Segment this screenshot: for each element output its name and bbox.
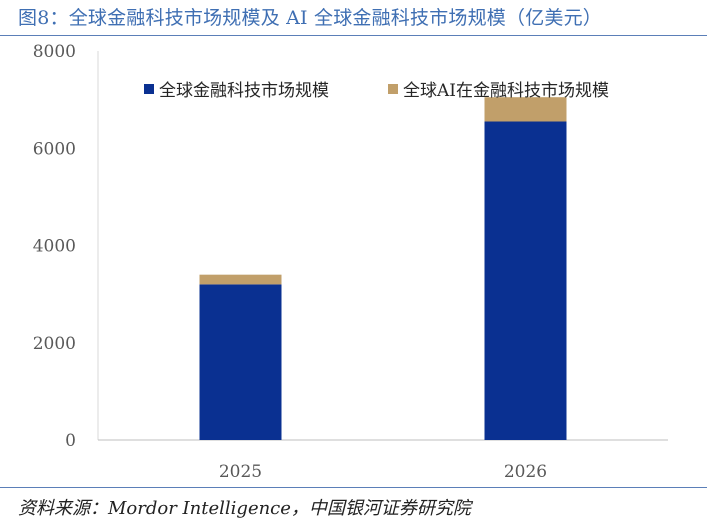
legend-swatch-ai [388, 84, 398, 94]
y-tick-labels: 0 2000 4000 6000 8000 [33, 42, 76, 451]
legend: 全球金融科技市场规模 全球AI在金融科技市场规模 [144, 81, 609, 101]
y-tick-label: 0 [65, 431, 76, 451]
legend-label: 全球AI在金融科技市场规模 [403, 81, 609, 101]
bar-fintech-2025 [199, 284, 282, 440]
legend-label: 全球金融科技市场规模 [159, 81, 329, 101]
bar-fintech-2026 [484, 121, 567, 440]
stacked-bar-chart: 0 2000 4000 6000 8000 2025 2026 全球金融科技市场规模 全球A… [33, 42, 668, 482]
y-tick-label: 2000 [33, 334, 76, 354]
x-tick-label: 2026 [504, 462, 547, 482]
y-tick-label: 8000 [33, 42, 76, 62]
chart-container: 0 2000 4000 6000 8000 2025 2026 全球金融科技市场规模 全球A… [0, 36, 707, 486]
bar-ai-2026 [484, 97, 567, 122]
x-tick-label: 2025 [219, 462, 262, 482]
source-note: 资料来源：Mordor Intelligence，中国银河证券研究院 [18, 498, 471, 519]
y-tick-label: 6000 [33, 139, 76, 159]
y-tick-label: 4000 [33, 237, 76, 257]
bar-marks [199, 97, 567, 440]
top-divider [0, 35, 707, 36]
bottom-divider [0, 487, 707, 488]
x-tick-labels: 2025 2026 [219, 462, 547, 482]
figure-title: 图8：全球金融科技市场规模及 AI 全球金融科技市场规模（亿美元） [18, 7, 602, 29]
bar-ai-2025 [199, 274, 282, 285]
legend-swatch-fintech [144, 84, 154, 94]
